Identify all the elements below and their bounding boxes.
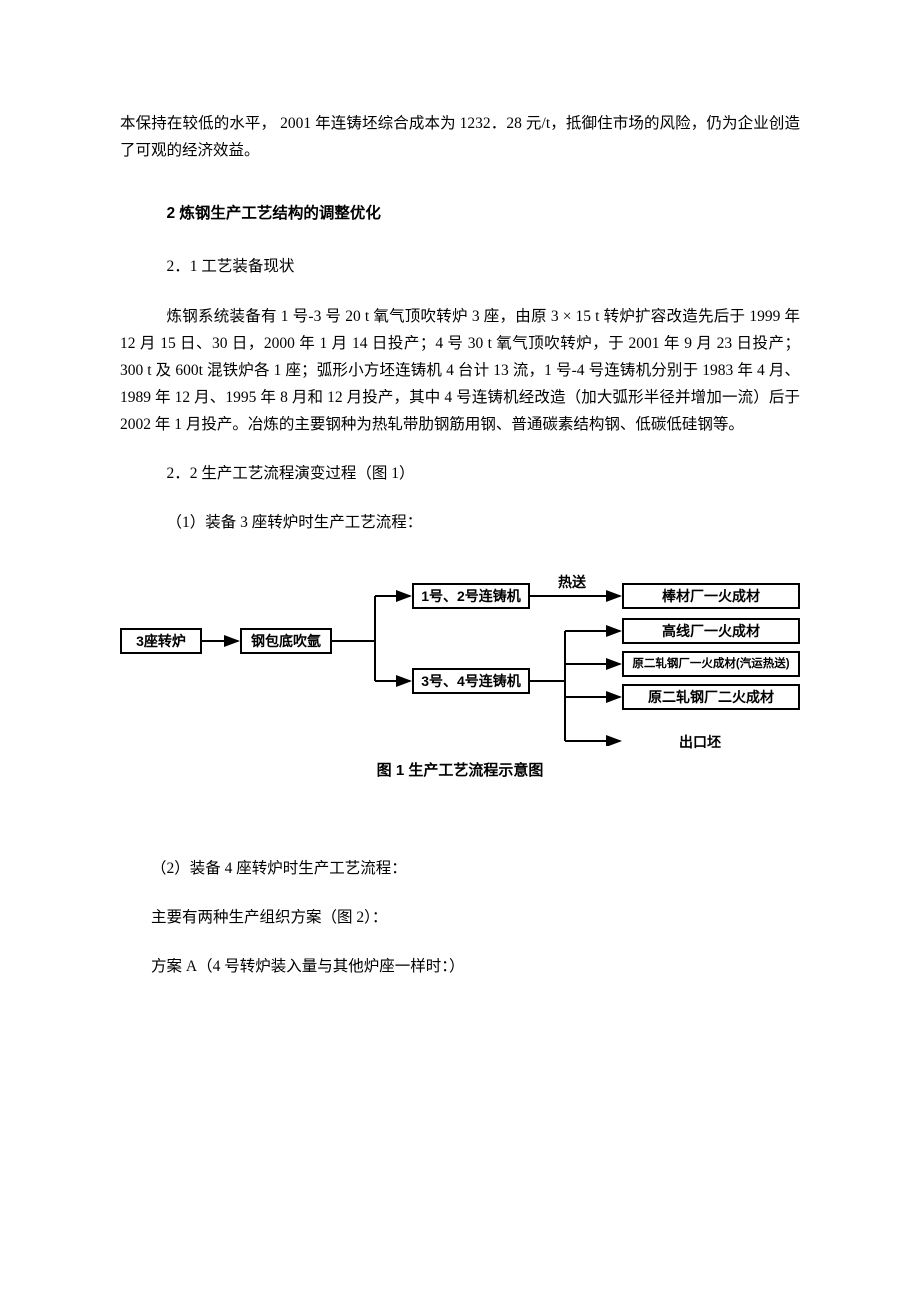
figure-1-caption: 图 1 生产工艺流程示意图: [120, 758, 800, 784]
section-2-heading: 2 炼钢生产工艺结构的调整优化: [120, 200, 800, 227]
label-hot-delivery: 热送: [558, 570, 586, 595]
subsection-2-2: 2．2 生产工艺流程演变过程（图 1）: [120, 460, 800, 487]
node-caster-34: 3号、4号连铸机: [412, 668, 530, 694]
node-out-mill2a: 原二轧钢厂一火成材(汽运热送): [622, 651, 800, 677]
paragraph-intro: 本保持在较低的水平， 2001 年连铸坯综合成本为 1232．28 元/t，抵御…: [120, 110, 800, 164]
node-argon: 钢包底吹氩: [240, 628, 332, 654]
node-out-export: 出口坯: [679, 730, 721, 755]
item-1: （1）装备 3 座转炉时生产工艺流程：: [120, 509, 800, 536]
plan-a: 方案 A（4 号转炉装入量与其他炉座一样时：）: [120, 953, 800, 980]
paragraph-plans: 主要有两种生产组织方案（图 2）：: [120, 904, 800, 931]
paragraph-2-1-body: 炼钢系统装备有 1 号-3 号 20 t 氧气顶吹转炉 3 座，由原 3 × 1…: [120, 303, 800, 439]
node-out-wire: 高线厂一火成材: [622, 618, 800, 644]
node-caster-12: 1号、2号连铸机: [412, 583, 530, 609]
figure-1-flowchart: 3座转炉 钢包底吹氩 1号、2号连铸机 3号、4号连铸机 热送 棒材厂一火成材 …: [120, 566, 802, 746]
node-out-mill2b: 原二轧钢厂二火成材: [622, 684, 800, 710]
subsection-2-1: 2．1 工艺装备现状: [120, 253, 800, 280]
node-converter: 3座转炉: [120, 628, 202, 654]
document-page: 本保持在较低的水平， 2001 年连铸坯综合成本为 1232．28 元/t，抵御…: [0, 0, 920, 1302]
item-2: （2）装备 4 座转炉时生产工艺流程：: [120, 855, 800, 882]
node-out-bar: 棒材厂一火成材: [622, 583, 800, 609]
